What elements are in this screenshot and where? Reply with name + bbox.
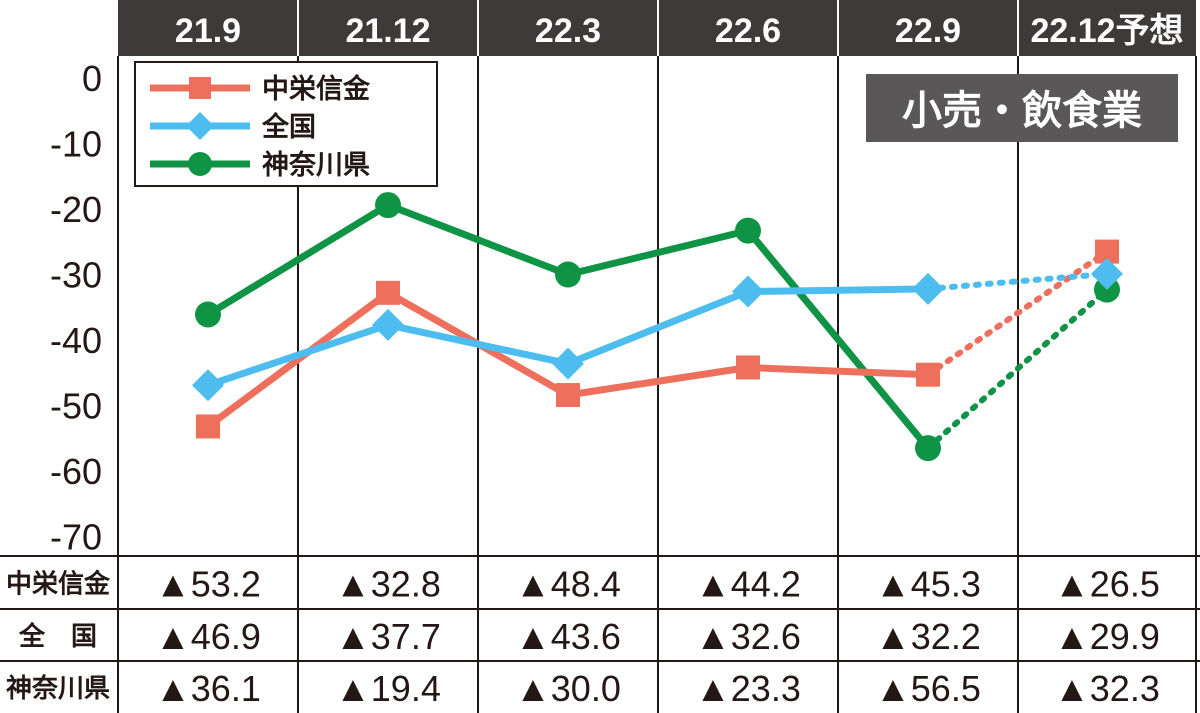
legend-label-zenkoku: 全国 (261, 111, 316, 143)
data-point (732, 275, 764, 308)
y-axis-ticks: 0 -10 -20 -30 -40 -50 -60 -70 (50, 58, 102, 558)
legend: 中栄信金 全国 神奈川県 (134, 61, 438, 187)
table-cell: ▲32.3 (1054, 668, 1160, 709)
legend-label-chuei: 中栄信金 (262, 73, 371, 105)
table-cell: ▲56.5 (875, 668, 981, 709)
y-tick-label: -70 (50, 517, 102, 558)
table-cell: ▲30.0 (515, 668, 621, 709)
series-lines (192, 192, 1123, 462)
data-point (916, 362, 940, 387)
y-tick-label: -50 (50, 386, 102, 427)
sector-badge-bg (866, 74, 1178, 142)
data-point (736, 355, 760, 380)
data-point (372, 308, 404, 341)
y-tick-label: -10 (50, 124, 102, 165)
table-cell: ▲44.2 (695, 564, 801, 605)
x-tick-label: 22.12予想 (1030, 12, 1183, 50)
data-point (376, 280, 400, 305)
sector-badge: 小売・飲食業 (866, 74, 1178, 142)
category-header: 21.9 21.12 22.3 22.6 22.9 22.12予想 (118, 0, 1196, 56)
sector-badge-text: 小売・飲食業 (902, 88, 1142, 134)
data-point (552, 347, 584, 380)
table-cell: ▲32.8 (335, 564, 441, 605)
data-point (735, 217, 761, 244)
table-cell: ▲45.3 (875, 564, 981, 605)
data-point (195, 301, 221, 328)
x-tick-label: 21.12 (345, 12, 430, 50)
table-row-label: 全 国 (18, 621, 97, 652)
legend-marker-chuei (189, 77, 211, 99)
table-cell: ▲23.3 (695, 668, 801, 709)
y-tick-label: -20 (50, 189, 102, 230)
table-cell: ▲43.6 (515, 616, 621, 657)
legend-label-kanagawa: 神奈川県 (262, 150, 370, 181)
legend-marker-kanagawa (188, 152, 212, 176)
table-cell: ▲19.4 (335, 668, 441, 709)
grid-lines (0, 56, 1200, 713)
series-forecast-line (925, 270, 1110, 292)
series-forecast-line (925, 248, 1110, 378)
legend-marker-zenkoku (186, 112, 214, 140)
data-point (556, 383, 580, 408)
y-tick-label: -30 (50, 255, 102, 296)
y-tick-label: -60 (50, 451, 102, 492)
y-tick-label: -40 (50, 320, 102, 361)
table-row-label: 中栄信金 (6, 569, 111, 600)
table-cell: ▲46.9 (155, 616, 261, 657)
table-cell: ▲53.2 (155, 564, 261, 605)
data-point (196, 414, 220, 439)
data-point (912, 272, 944, 305)
series-forecast-line (925, 286, 1110, 452)
data-table: 中栄信金 ▲53.2 ▲32.8 ▲48.4 ▲44.2 ▲45.3 ▲26.5 全 国 ▲46… (0, 564, 1200, 709)
x-tick-label: 22.6 (715, 12, 781, 50)
y-tick-label: 0 (82, 58, 102, 99)
x-tick-label: 22.9 (895, 12, 961, 50)
table-cell: ▲32.2 (875, 616, 981, 657)
x-tick-label: 21.9 (175, 12, 241, 50)
data-point (375, 192, 401, 219)
data-point (192, 369, 224, 402)
table-row-label: 神奈川県 (6, 674, 110, 704)
data-point (1091, 257, 1123, 290)
table-cell: ▲37.7 (335, 616, 441, 657)
data-point (915, 435, 941, 462)
table-cell: ▲26.5 (1054, 564, 1160, 605)
table-cell: ▲32.6 (695, 616, 801, 657)
table-cell: ▲36.1 (155, 668, 261, 709)
x-tick-label: 22.3 (535, 12, 601, 50)
data-point (555, 261, 581, 288)
table-cell: ▲29.9 (1054, 616, 1160, 657)
table-cell: ▲48.4 (515, 564, 621, 605)
